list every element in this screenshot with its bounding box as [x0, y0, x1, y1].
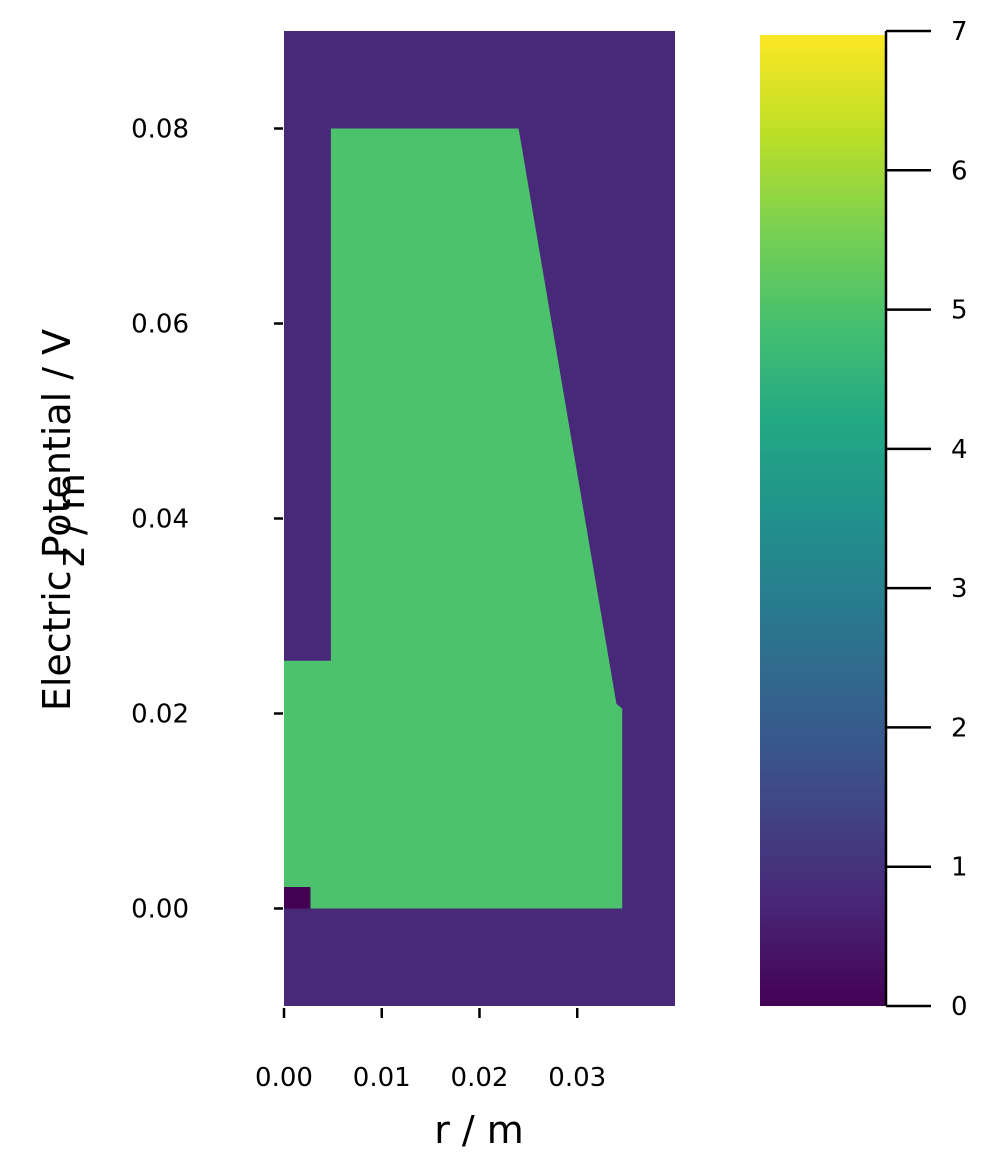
y-axis: 0.00 0.02 0.04 0.06 0.08: [131, 115, 283, 925]
colorbar-tick-label: 7: [951, 17, 968, 47]
y-tick-label: 0.00: [131, 895, 189, 925]
y-tick-label: 0.06: [131, 310, 189, 340]
y-tick-label: 0.04: [131, 505, 189, 535]
colorbar-tick-label: 3: [951, 574, 968, 604]
colorbar-tick-label: 6: [951, 156, 968, 186]
x-tick-label: 0.01: [353, 1063, 411, 1093]
colorbar-tick-label: 4: [951, 435, 968, 465]
region-source: [284, 887, 311, 909]
y-tick-label: 0.08: [131, 115, 189, 145]
colorbar-tick-label: 1: [951, 853, 968, 883]
y-axis-label: z / m: [49, 473, 93, 567]
x-axis-label: r / m: [434, 1108, 524, 1152]
x-axis: 0.00 0.01 0.02 0.03: [255, 1008, 606, 1093]
region-electrode: [284, 128, 623, 909]
x-tick-label: 0.00: [255, 1063, 313, 1093]
colorbar-label: Electric Potential / V: [35, 329, 79, 711]
colorbar-tick-label: 0: [951, 992, 968, 1022]
x-tick-label: 0.03: [548, 1063, 606, 1093]
colorbar-axis: 0 1 2 3 4 5 6 7: [886, 17, 968, 1022]
plot-area: [284, 31, 675, 1006]
x-tick-label: 0.02: [451, 1063, 509, 1093]
y-tick-label: 0.02: [131, 700, 189, 730]
colorbar-tick-label: 5: [951, 296, 968, 326]
colorbar-tick-label: 2: [951, 713, 968, 743]
colorbar: [760, 35, 885, 1006]
